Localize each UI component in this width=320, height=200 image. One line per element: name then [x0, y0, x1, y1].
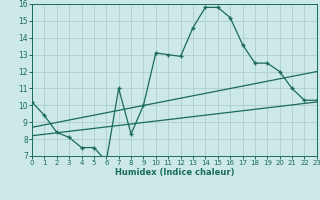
X-axis label: Humidex (Indice chaleur): Humidex (Indice chaleur): [115, 168, 234, 177]
